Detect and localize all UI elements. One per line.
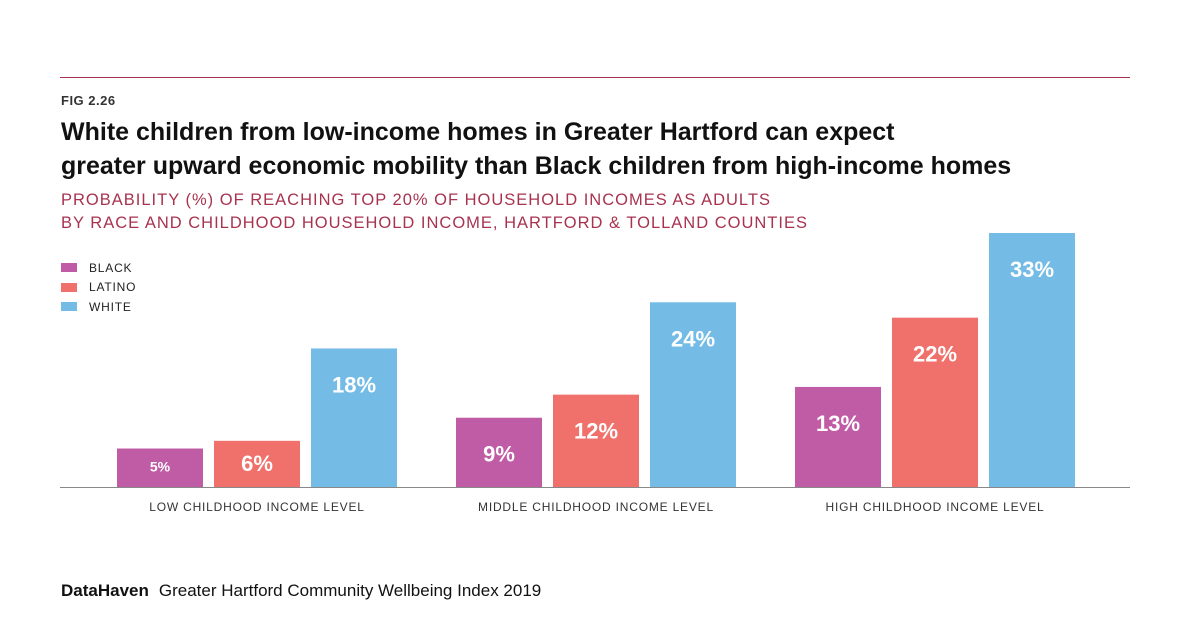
chart-subtitle-line-2: BY RACE AND CHILDHOOD HOUSEHOLD INCOME, … — [61, 214, 808, 232]
top-rule — [60, 77, 1130, 78]
chart-subtitle-line-1: PROBABILITY (%) OF REACHING TOP 20% OF H… — [61, 191, 771, 209]
data-label-white-middle-childhood-income-level: 24% — [671, 326, 715, 351]
data-label-black-middle-childhood-income-level: 9% — [483, 442, 515, 467]
legend-item-white: WHITE — [61, 297, 136, 317]
category-label-high-childhood-income-level: HIGH CHILDHOOD INCOME LEVEL — [826, 500, 1045, 514]
figure-number: FIG 2.26 — [61, 93, 116, 108]
bar-black-middle-childhood-income-level — [456, 417, 542, 487]
bar-latino-high-childhood-income-level — [892, 317, 978, 487]
chart-subtitle: PROBABILITY (%) OF REACHING TOP 20% OF H… — [61, 189, 808, 235]
legend-label-latino: LATINO — [89, 280, 137, 295]
legend-swatch-latino — [61, 282, 77, 292]
data-label-black-low-childhood-income-level: 5% — [150, 459, 171, 475]
bar-white-high-childhood-income-level — [989, 233, 1075, 487]
legend-swatch-black — [61, 263, 77, 273]
data-label-white-high-childhood-income-level: 33% — [1010, 257, 1054, 282]
data-label-black-high-childhood-income-level: 13% — [816, 411, 860, 436]
footer-publication: Greater Hartford Community Wellbeing Ind… — [158, 581, 542, 600]
bar-latino-low-childhood-income-level — [214, 440, 300, 487]
chart-legend: BLACK LATINO WHITE — [61, 258, 136, 317]
legend-item-latino: LATINO — [61, 278, 136, 298]
category-label-middle-childhood-income-level: MIDDLE CHILDHOOD INCOME LEVEL — [478, 500, 714, 514]
data-label-white-low-childhood-income-level: 18% — [332, 372, 376, 397]
chart-title: White children from low-income homes in … — [61, 115, 1141, 183]
data-label-latino-low-childhood-income-level: 6% — [241, 451, 273, 476]
legend-label-white: WHITE — [89, 299, 132, 314]
bar-latino-middle-childhood-income-level — [553, 394, 639, 487]
bar-black-low-childhood-income-level — [117, 448, 203, 487]
bar-white-low-childhood-income-level — [311, 348, 397, 487]
category-label-low-childhood-income-level: LOW CHILDHOOD INCOME LEVEL — [149, 500, 365, 514]
legend-item-black: BLACK — [61, 258, 136, 278]
legend-swatch-white — [61, 302, 77, 312]
chart-title-line-1: White children from low-income homes in … — [61, 118, 895, 146]
bar-black-high-childhood-income-level — [795, 386, 881, 487]
footer: DataHaven Greater Hartford Community Well… — [61, 581, 541, 601]
footer-brand: DataHaven — [61, 581, 149, 600]
legend-label-black: BLACK — [89, 260, 133, 275]
bar-white-middle-childhood-income-level — [650, 302, 736, 487]
chart-title-line-2: greater upward economic mobility than Bl… — [61, 152, 1012, 180]
data-label-latino-high-childhood-income-level: 22% — [913, 342, 957, 367]
data-label-latino-middle-childhood-income-level: 12% — [574, 419, 618, 444]
